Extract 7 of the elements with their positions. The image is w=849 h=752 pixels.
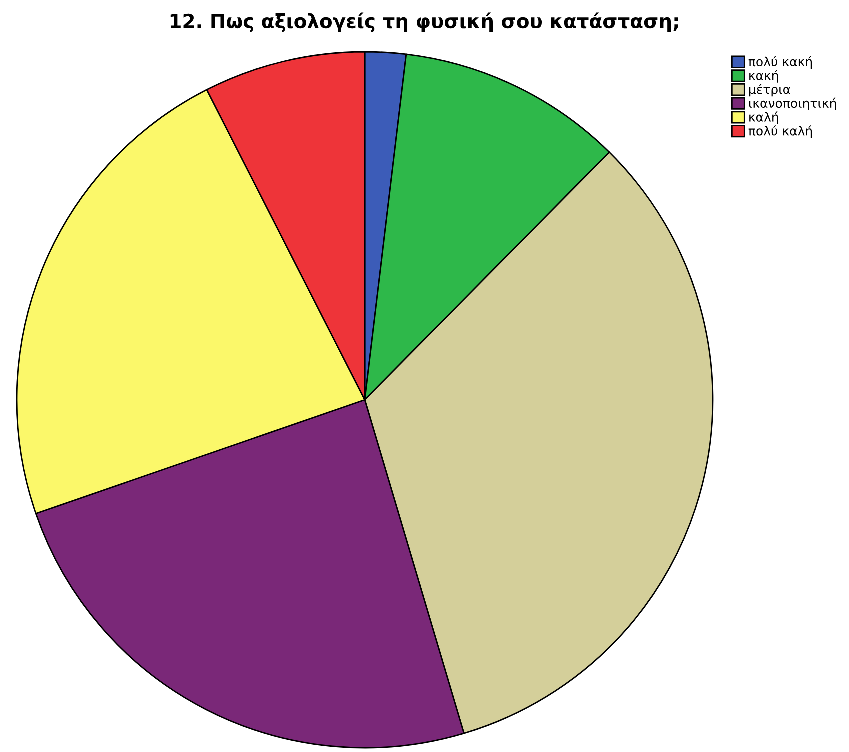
legend-label: πολύ καλή xyxy=(748,126,812,138)
chart-title: 12. Πως αξιολογείς τη φυσική σου κατάσταση; xyxy=(170,12,678,32)
legend-label: μέτρια xyxy=(749,84,790,97)
legend-label: πολύ κακή xyxy=(748,56,812,69)
legend-label: ικανοποιητική xyxy=(749,98,836,111)
legend-label: κακή xyxy=(750,70,778,83)
legend-label: καλή xyxy=(750,112,778,124)
